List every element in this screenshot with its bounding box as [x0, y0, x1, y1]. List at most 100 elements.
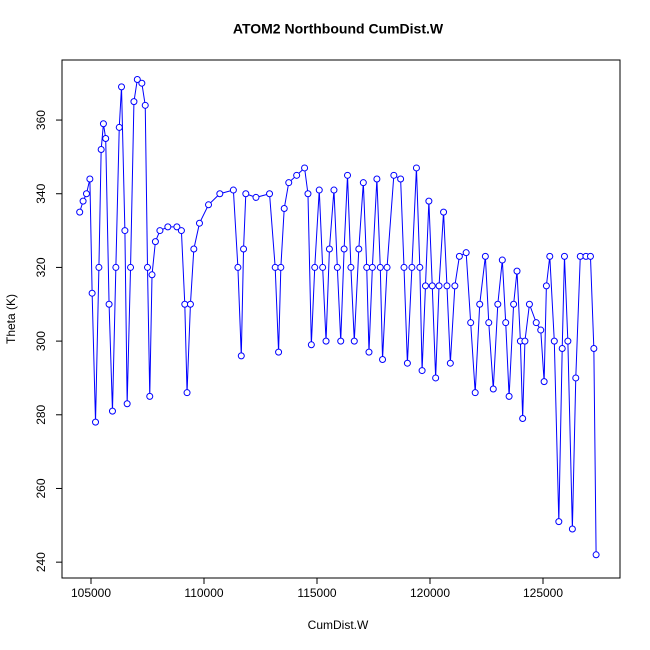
- data-point: [97, 146, 105, 154]
- data-point: [546, 252, 554, 260]
- data-point: [443, 282, 451, 290]
- data-point: [471, 389, 479, 397]
- data-point: [555, 518, 563, 526]
- data-point: [373, 175, 381, 183]
- data-point: [240, 245, 248, 253]
- data-point: [92, 418, 100, 426]
- x-tick-label: 120000: [410, 586, 450, 600]
- data-point: [359, 179, 367, 187]
- data-point: [301, 164, 309, 172]
- data-point: [532, 319, 540, 327]
- data-point: [105, 300, 113, 308]
- data-point: [350, 337, 358, 345]
- data-point: [237, 352, 245, 360]
- data-point: [102, 134, 110, 142]
- data-point: [108, 407, 116, 415]
- data-point: [383, 263, 391, 271]
- data-point: [234, 263, 242, 271]
- data-point: [181, 300, 189, 308]
- data-point: [151, 238, 159, 246]
- data-point: [205, 201, 213, 209]
- data-point: [271, 263, 279, 271]
- data-point: [363, 263, 371, 271]
- data-point: [95, 263, 103, 271]
- data-point: [133, 76, 141, 84]
- data-point: [521, 337, 529, 345]
- data-point: [285, 179, 293, 187]
- y-tick-label: 300: [34, 331, 48, 351]
- data-point: [121, 227, 129, 235]
- data-point: [347, 263, 355, 271]
- data-point: [76, 208, 84, 216]
- data-point: [127, 263, 135, 271]
- data-point: [330, 186, 338, 194]
- data-point: [476, 300, 484, 308]
- y-tick-label: 340: [34, 183, 48, 203]
- data-point: [123, 400, 131, 408]
- data-point: [390, 171, 398, 179]
- data-point: [498, 256, 506, 264]
- data-point: [252, 193, 260, 201]
- data-point: [148, 271, 156, 279]
- data-point: [333, 263, 341, 271]
- data-point: [564, 337, 572, 345]
- y-tick-label: 240: [34, 552, 48, 572]
- data-point: [266, 190, 274, 198]
- y-tick-label: 260: [34, 478, 48, 498]
- data-point: [307, 341, 315, 349]
- data-point: [340, 245, 348, 253]
- data-point: [141, 101, 149, 109]
- data-point: [322, 337, 330, 345]
- data-point: [275, 348, 283, 356]
- data-point: [156, 227, 164, 235]
- data-point: [428, 282, 436, 290]
- data-point: [229, 186, 237, 194]
- data-line: [79, 78, 597, 555]
- data-point: [195, 219, 203, 227]
- data-point: [542, 282, 550, 290]
- x-tick-label: 125000: [523, 586, 563, 600]
- data-point: [505, 392, 513, 400]
- data-point: [376, 263, 384, 271]
- data-point: [293, 171, 301, 179]
- data-point: [403, 359, 411, 367]
- data-point: [462, 249, 470, 257]
- data-point: [408, 263, 416, 271]
- data-point: [455, 252, 463, 260]
- data-point: [590, 344, 598, 352]
- y-tick-label: 280: [34, 404, 48, 424]
- data-point: [412, 164, 420, 172]
- data-point: [88, 289, 96, 297]
- data-point: [494, 300, 502, 308]
- data-point: [425, 197, 433, 205]
- data-point: [86, 175, 94, 183]
- data-point: [513, 267, 521, 275]
- data-point: [481, 252, 489, 260]
- data-point: [315, 186, 323, 194]
- data-point: [277, 263, 285, 271]
- data-point: [280, 204, 288, 212]
- data-point: [560, 252, 568, 260]
- data-point: [502, 319, 510, 327]
- data-point: [586, 252, 594, 260]
- data-point: [242, 190, 250, 198]
- data-point: [368, 263, 376, 271]
- data-point: [164, 223, 172, 231]
- y-axis-label: Theta (K): [4, 294, 18, 344]
- data-point: [304, 190, 312, 198]
- data-point: [115, 123, 123, 131]
- data-point: [558, 344, 566, 352]
- data-point: [325, 245, 333, 253]
- data-point: [540, 378, 548, 386]
- y-tick-label: 320: [34, 257, 48, 277]
- data-point: [365, 348, 373, 356]
- data-point: [592, 551, 600, 559]
- data-point: [190, 245, 198, 253]
- data-point: [112, 263, 120, 271]
- data-point: [138, 79, 146, 87]
- data-point: [525, 300, 533, 308]
- data-point: [99, 120, 107, 128]
- data-point: [435, 282, 443, 290]
- data-point: [397, 175, 405, 183]
